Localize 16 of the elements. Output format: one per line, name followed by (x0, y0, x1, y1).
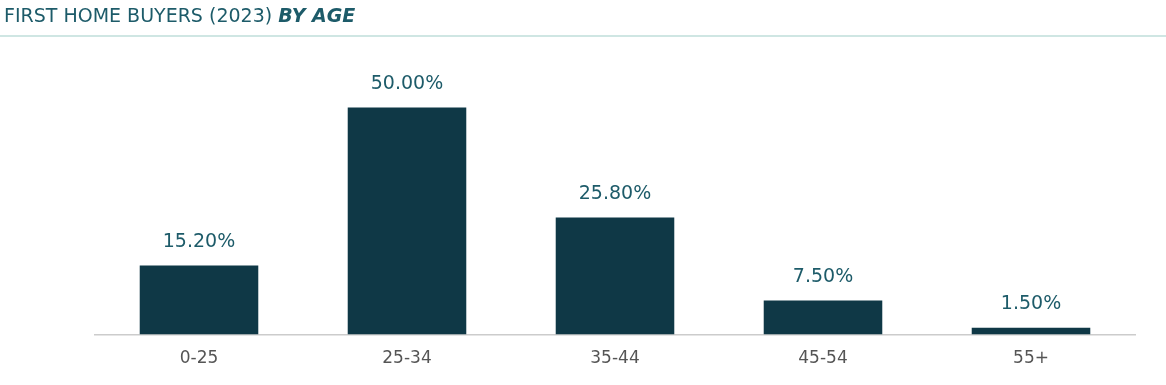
x-tick-label: 0-25 (179, 347, 219, 368)
chart-title: FIRST HOME BUYERS (2023) (4, 4, 273, 26)
x-tick-label: 35-44 (590, 347, 640, 368)
chart-subtitle: BY AGE (278, 4, 356, 26)
x-tick-label: 25-34 (382, 347, 432, 368)
bar (347, 107, 467, 335)
x-tick-label: 45-54 (798, 347, 848, 368)
data-label: 1.50% (1000, 291, 1062, 314)
bar (763, 300, 883, 335)
bar (139, 265, 259, 335)
data-label: 7.50% (792, 263, 854, 286)
bar (555, 217, 675, 335)
data-label: 50.00% (370, 70, 444, 93)
x-tick-label: 55+ (1013, 347, 1049, 368)
data-label: 25.80% (578, 180, 652, 203)
data-label: 15.20% (162, 228, 236, 251)
